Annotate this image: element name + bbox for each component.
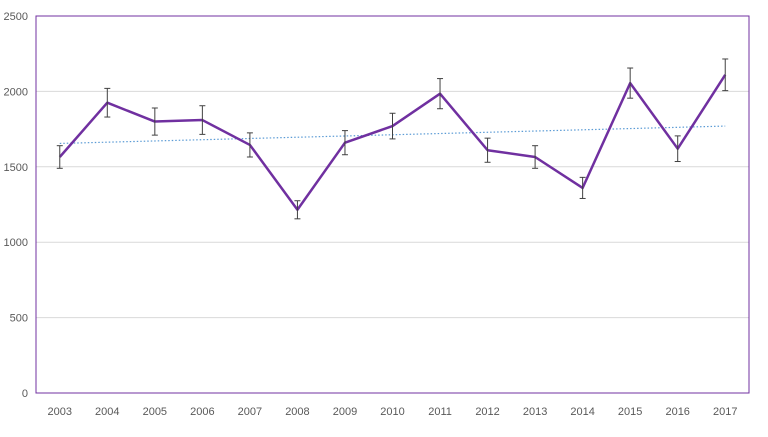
y-tick-label: 500 [10,313,28,325]
data-series [58,74,727,212]
x-tick-label: 2011 [428,406,452,418]
error-bar [437,78,444,110]
x-tick-label: 2012 [475,406,499,418]
error-bar [56,145,63,169]
x-tick-label: 2005 [143,406,167,418]
y-tick-label: 2000 [4,86,28,98]
x-tick-label: 2007 [238,406,262,418]
error-bars [56,58,729,220]
x-tick-label: 2008 [285,406,309,418]
error-bar [389,112,396,140]
gridlines [36,15,749,319]
x-tick-label: 2014 [570,406,594,418]
x-tick-label: 2010 [380,406,404,418]
error-bar [341,130,348,156]
x-tick-label: 2016 [665,406,689,418]
error-bar [674,135,681,163]
error-bar [246,132,253,158]
y-tick-label: 1000 [4,237,28,249]
error-bar [104,87,111,118]
y-tick-label: 2500 [4,11,28,23]
x-axis-tick-labels: 2003 2004 2005 2006 2007 2008 2009 2010 2011 2012… [48,406,738,418]
series-line [58,74,727,212]
error-bar [151,107,158,136]
x-tick-label: 2009 [333,406,357,418]
x-tick-label: 2017 [713,406,737,418]
x-tick-label: 2015 [618,406,642,418]
error-bar [627,67,634,99]
x-tick-label: 2003 [48,406,72,418]
plot-frame [35,15,750,394]
error-bar [722,58,729,92]
error-bar [199,105,206,135]
x-tick-label: 2004 [95,406,119,418]
x-tick-label: 2013 [523,406,547,418]
y-axis-tick-labels: 0 500 1000 1500 2000 2500 [4,11,28,400]
x-tick-label: 2006 [190,406,214,418]
error-bar [484,137,491,163]
error-bar [532,145,539,169]
error-bar [579,176,586,199]
y-tick-label: 1500 [4,162,28,174]
error-bar [294,200,301,220]
y-tick-label: 0 [22,388,28,400]
